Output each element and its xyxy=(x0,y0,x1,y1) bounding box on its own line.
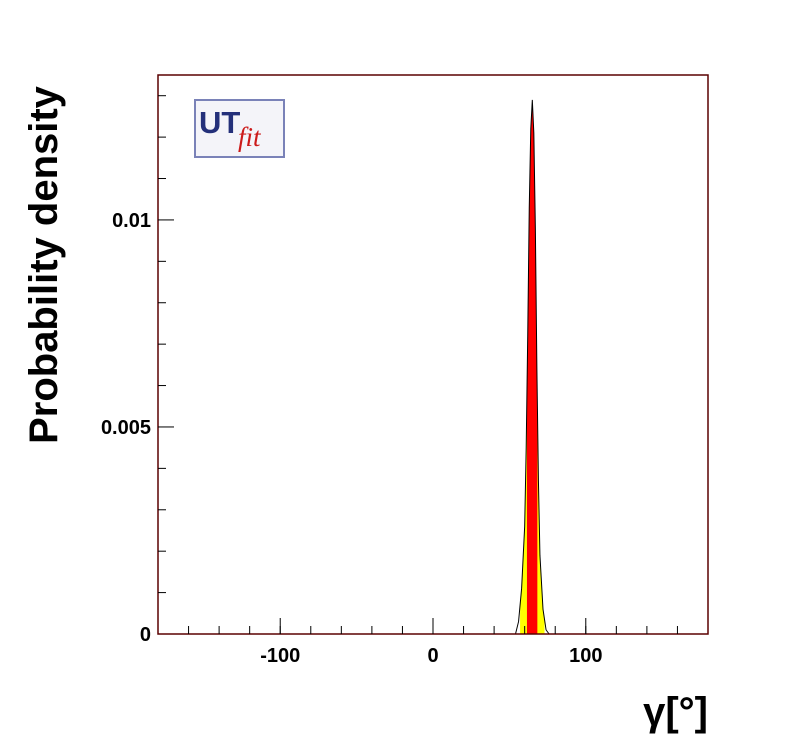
x-tick-label: -100 xyxy=(260,645,300,667)
probability-region-2 xyxy=(526,100,538,635)
y-tick-label: 0 xyxy=(140,624,151,646)
x-axis-title: γ[°] xyxy=(643,690,708,734)
logo-box xyxy=(194,99,285,158)
logo-ut-text: UT xyxy=(199,105,240,140)
distribution-curve xyxy=(515,99,550,635)
logo-fit-text: fit xyxy=(238,122,262,152)
x-tick-label: 0 xyxy=(427,645,438,667)
plot-area xyxy=(157,74,709,635)
y-axis-title: Probability density xyxy=(22,85,66,444)
y-tick-label: 0.01 xyxy=(112,210,151,232)
x-axis-ticks: -100 0 100 xyxy=(188,618,678,667)
x-tick-label: 100 xyxy=(569,645,602,667)
y-axis-ticks: 0 0.005 0.01 xyxy=(101,95,174,646)
y-tick-label: 0.005 xyxy=(101,417,151,439)
utfit-logo: UT fit xyxy=(194,99,285,158)
